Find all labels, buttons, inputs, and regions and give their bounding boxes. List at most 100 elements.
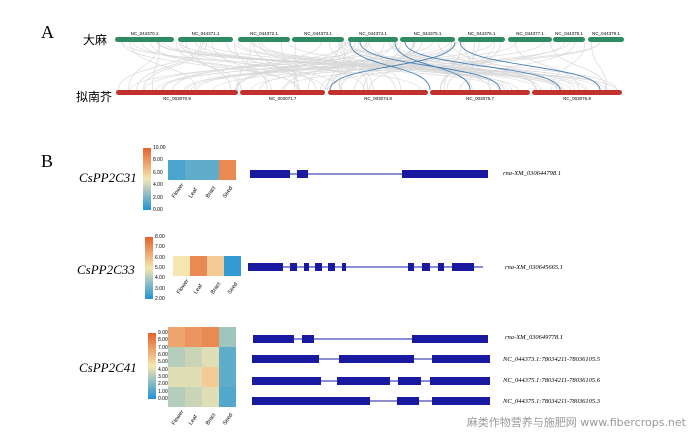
synteny-link xyxy=(197,41,458,91)
synteny-link xyxy=(118,41,202,91)
chromosome-label-top: NC_044377.1 xyxy=(516,31,544,36)
gene-name-cspp2c33: CsPP2C33 xyxy=(77,262,135,277)
exon-block xyxy=(412,335,488,343)
heatmap-cell xyxy=(185,387,202,407)
synteny-link xyxy=(514,41,580,91)
heatmap-cell xyxy=(185,347,202,367)
synteny-link-highlight xyxy=(329,41,456,91)
synteny-link xyxy=(149,41,298,91)
chromosome-bar-top xyxy=(238,37,290,42)
synteny-link xyxy=(440,41,496,91)
exon-block xyxy=(252,377,321,385)
exon-block xyxy=(432,355,490,363)
synteny-link xyxy=(129,41,197,91)
exon-block xyxy=(432,397,490,405)
heatmap-cell xyxy=(219,367,236,387)
color-scale-tick: 10.00 xyxy=(153,145,166,151)
exon-block xyxy=(339,355,414,363)
exon-block xyxy=(253,335,294,343)
color-scale-tick: 1.00 xyxy=(158,388,168,395)
chromosome-bar-top xyxy=(508,37,552,42)
synteny-link xyxy=(459,41,576,91)
color-scale-tick: 2.00 xyxy=(153,194,163,201)
synteny-link xyxy=(156,41,563,91)
synteny-link xyxy=(345,41,491,91)
transcript-label: NC_044375.1:78034211-78036105.3 xyxy=(503,398,601,405)
synteny-link xyxy=(141,41,327,91)
heatmap-cell xyxy=(185,160,202,180)
color-scale-tick: 4.00 xyxy=(155,275,165,282)
exon-block xyxy=(252,397,370,405)
chromosome-bar-bottom xyxy=(240,90,325,95)
synteny-link xyxy=(121,41,300,91)
synteny-link xyxy=(287,41,588,91)
synteny-link xyxy=(437,41,537,91)
synteny-link-highlight xyxy=(359,41,501,91)
exon-block xyxy=(397,397,419,405)
color-scale-tick: 3.00 xyxy=(158,374,168,380)
chromosome-bar-top xyxy=(115,37,174,42)
synteny-link xyxy=(161,41,433,91)
heatmap-cell xyxy=(168,367,185,387)
chromosome-label-top: NC_044376.1 xyxy=(467,31,496,36)
synteny-link xyxy=(469,41,475,91)
gene-name-cspp2c31: CsPP2C31 xyxy=(79,170,137,185)
synteny-link xyxy=(252,41,601,91)
chromosome-bar-top xyxy=(588,37,624,42)
color-scale-bar xyxy=(145,237,153,299)
heatmap-cell xyxy=(168,327,185,347)
color-scale-tick: 6.00 xyxy=(153,169,163,176)
exon-block xyxy=(337,377,390,385)
synteny-link xyxy=(233,41,268,91)
exon-block xyxy=(315,263,322,271)
color-scale-tick: 0.00 xyxy=(153,207,163,213)
species-top-label: 大麻 xyxy=(83,33,108,47)
color-scale-tick: 6.00 xyxy=(155,254,165,261)
synteny-link-highlight xyxy=(404,41,561,91)
exon-block xyxy=(430,377,490,385)
exon-block xyxy=(342,263,346,271)
synteny-link xyxy=(211,41,272,91)
color-scale-tick: 8.00 xyxy=(158,337,168,344)
chromosome-bar-top xyxy=(458,37,505,42)
synteny-link xyxy=(368,41,473,91)
synteny-link xyxy=(327,41,565,91)
heatmap-cell xyxy=(219,160,236,180)
chromosome-bar-top xyxy=(348,37,398,42)
color-scale-tick: 5.00 xyxy=(158,359,168,366)
exon-block xyxy=(297,170,308,178)
chromosome-bar-top xyxy=(178,37,233,42)
heatmap-cell xyxy=(202,160,219,180)
color-scale-tick: 8.00 xyxy=(155,234,165,240)
synteny-link xyxy=(128,41,160,91)
synteny-link xyxy=(233,41,537,91)
transcript-label: rna-XM_030649778.1 xyxy=(505,334,563,341)
chromosome-bar-top xyxy=(400,37,455,42)
transcript-label: rna-XM_030644798.1 xyxy=(503,170,561,177)
heatmap-cell xyxy=(202,367,219,387)
heatmap-cell xyxy=(202,387,219,407)
exon-block xyxy=(248,263,283,271)
transcript-label: NC_044375.1:78034211-78036105.6 xyxy=(503,377,601,384)
exon-block xyxy=(402,170,488,178)
color-scale-tick: 7.00 xyxy=(158,344,168,351)
heatmap-cell xyxy=(173,256,190,276)
chromosome-label-top: NC_044378.1 xyxy=(555,31,583,36)
chromosome-label-top: NC_044375.1 xyxy=(413,31,442,36)
chromosome-bar-top xyxy=(292,37,344,42)
synteny-link xyxy=(172,41,322,91)
synteny-link xyxy=(191,41,544,91)
color-scale-tick: 2.00 xyxy=(155,296,165,302)
chromosome-bar-top xyxy=(553,37,585,42)
panel-b-letter: B xyxy=(41,151,54,171)
exon-block xyxy=(290,263,297,271)
chromosome-bar-bottom xyxy=(116,90,238,95)
synteny-link xyxy=(152,41,161,91)
synteny-link xyxy=(369,41,452,91)
exon-block xyxy=(398,377,421,385)
chromosome-bar-bottom xyxy=(430,90,530,95)
chromosome-label-top: NC_044371.1 xyxy=(191,31,220,36)
synteny-link-highlight xyxy=(459,41,601,91)
